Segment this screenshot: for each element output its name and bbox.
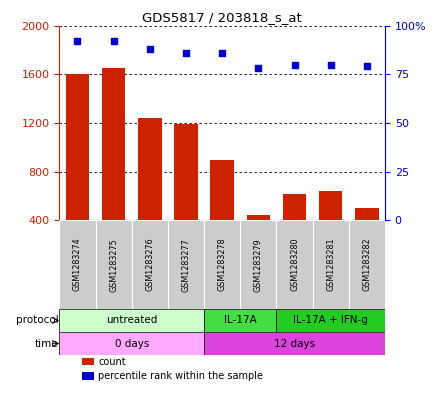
Text: GSM1283275: GSM1283275 — [109, 238, 118, 292]
Text: time: time — [35, 338, 59, 349]
Bar — [59, 309, 204, 332]
Bar — [210, 160, 234, 220]
Text: GSM1283276: GSM1283276 — [145, 238, 154, 292]
Bar — [168, 220, 204, 309]
Point — [183, 50, 190, 56]
Bar — [276, 220, 313, 309]
Bar — [240, 220, 276, 309]
Bar — [138, 118, 161, 220]
Text: count: count — [99, 357, 126, 367]
Bar — [349, 220, 385, 309]
Bar — [204, 220, 240, 309]
Bar — [319, 191, 342, 220]
Text: GSM1283274: GSM1283274 — [73, 238, 82, 292]
Text: protocol: protocol — [16, 316, 59, 325]
Bar — [174, 123, 198, 220]
Bar — [59, 332, 204, 355]
Bar — [82, 373, 94, 380]
Point — [219, 50, 226, 56]
Point — [255, 65, 262, 72]
Bar — [283, 194, 306, 220]
Bar — [204, 332, 385, 355]
Text: IL-17A: IL-17A — [224, 316, 257, 325]
Text: percentile rank within the sample: percentile rank within the sample — [99, 371, 264, 381]
Bar — [59, 220, 95, 309]
Point — [327, 61, 334, 68]
Text: GSM1283279: GSM1283279 — [254, 238, 263, 292]
Text: GSM1283277: GSM1283277 — [182, 238, 191, 292]
Text: GSM1283280: GSM1283280 — [290, 238, 299, 292]
Bar — [313, 220, 349, 309]
Text: untreated: untreated — [106, 316, 158, 325]
Point — [74, 38, 81, 44]
Bar — [132, 220, 168, 309]
Bar — [66, 74, 89, 220]
Text: GSM1283278: GSM1283278 — [218, 238, 227, 292]
Bar — [276, 309, 385, 332]
Point — [291, 61, 298, 68]
Bar — [95, 220, 132, 309]
Point — [147, 46, 154, 52]
Text: GSM1283282: GSM1283282 — [363, 238, 371, 292]
Bar — [102, 68, 125, 220]
Bar — [204, 309, 276, 332]
Text: 0 days: 0 days — [114, 338, 149, 349]
Title: GDS5817 / 203818_s_at: GDS5817 / 203818_s_at — [142, 11, 302, 24]
Point — [363, 63, 370, 70]
Text: GSM1283281: GSM1283281 — [326, 238, 335, 292]
Bar — [355, 208, 379, 220]
Bar — [82, 358, 94, 365]
Point — [110, 38, 117, 44]
Text: IL-17A + IFN-g: IL-17A + IFN-g — [293, 316, 368, 325]
Bar — [246, 215, 270, 220]
Text: 12 days: 12 days — [274, 338, 315, 349]
